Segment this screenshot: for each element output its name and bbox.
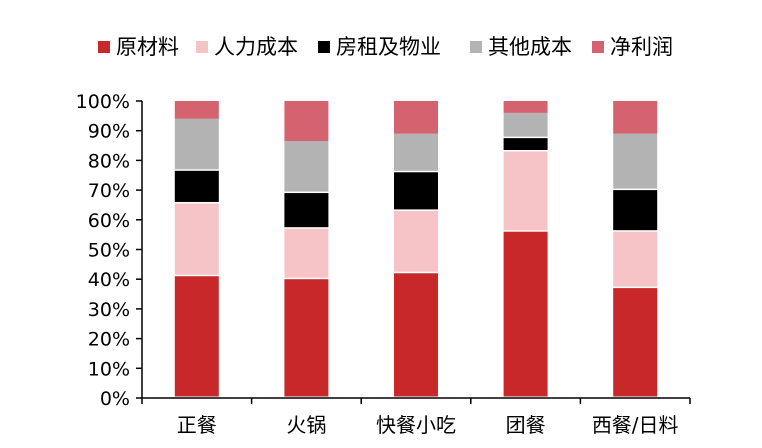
legend-label-4: 净利润 [610, 35, 673, 59]
bar-segment-4-4 [613, 101, 658, 134]
bar-segment-2-3 [394, 133, 438, 171]
y-tick-label-7: 70% [88, 180, 130, 202]
bar-segment-1-2 [284, 193, 329, 228]
bar-segment-0-2 [174, 170, 219, 202]
y-tick-label-4: 40% [88, 269, 130, 291]
x-category-label-1: 火锅 [286, 413, 326, 437]
bar-segment-0-0 [174, 276, 219, 397]
x-category-label-3: 团餐 [506, 413, 546, 437]
bar-segment-4-0 [613, 288, 658, 397]
legend-swatch-2 [318, 41, 330, 53]
legend-label-1: 人力成本 [214, 35, 298, 59]
y-tick-label-5: 50% [88, 240, 130, 262]
x-category-label-0: 正餐 [177, 413, 217, 437]
legend-swatch-4 [592, 41, 604, 53]
bars [174, 101, 658, 397]
legend-swatch-3 [470, 41, 482, 53]
bar-segment-3-2 [503, 138, 548, 150]
y-tick-label-10: 100% [76, 91, 130, 113]
bar-segment-3-3 [503, 112, 548, 137]
bar-segment-3-0 [503, 231, 548, 397]
bar-segment-2-2 [394, 172, 438, 210]
legend-label-3: 其他成本 [488, 35, 572, 59]
y-tick-label-0: 0% [100, 388, 130, 410]
bar-segment-2-1 [394, 210, 438, 272]
bar-segment-1-1 [284, 228, 329, 278]
axes: 0% 10% 20% 30% 40% 50% 60% 70% 80% 90% 100% 正餐 火锅 快餐小… [76, 91, 691, 437]
bar-segment-1-4 [284, 101, 329, 142]
y-tick-label-8: 80% [88, 150, 130, 172]
x-category-label-2: 快餐小吃 [376, 413, 456, 437]
y-tick-label-9: 90% [88, 121, 130, 143]
bar-segment-0-4 [174, 101, 219, 119]
legend-label-2: 房租及物业 [336, 35, 441, 59]
legend: 原材料 人力成本 房租及物业 其他成本 净利润 [98, 35, 673, 59]
bar-segment-3-4 [503, 101, 548, 113]
bar-segment-4-1 [613, 231, 658, 287]
y-tick-label-3: 30% [88, 299, 130, 321]
bar-segment-3-1 [503, 151, 548, 231]
y-tick-label-2: 20% [88, 329, 130, 351]
bar-segment-2-4 [394, 101, 438, 134]
legend-swatch-1 [196, 41, 208, 53]
y-tick-label-6: 60% [88, 210, 130, 232]
x-category-label-4: 西餐/日料 [592, 413, 679, 437]
bar-segment-0-3 [174, 118, 219, 170]
bar-segment-4-2 [613, 190, 658, 231]
legend-swatch-0 [98, 41, 110, 53]
bar-segment-1-0 [284, 279, 329, 397]
legend-label-0: 原材料 [116, 35, 179, 59]
y-tick-label-1: 10% [88, 358, 130, 380]
bar-segment-1-3 [284, 141, 329, 192]
bar-segment-4-3 [613, 133, 658, 189]
bar-segment-2-0 [394, 273, 438, 397]
bar-segment-0-1 [174, 203, 219, 275]
